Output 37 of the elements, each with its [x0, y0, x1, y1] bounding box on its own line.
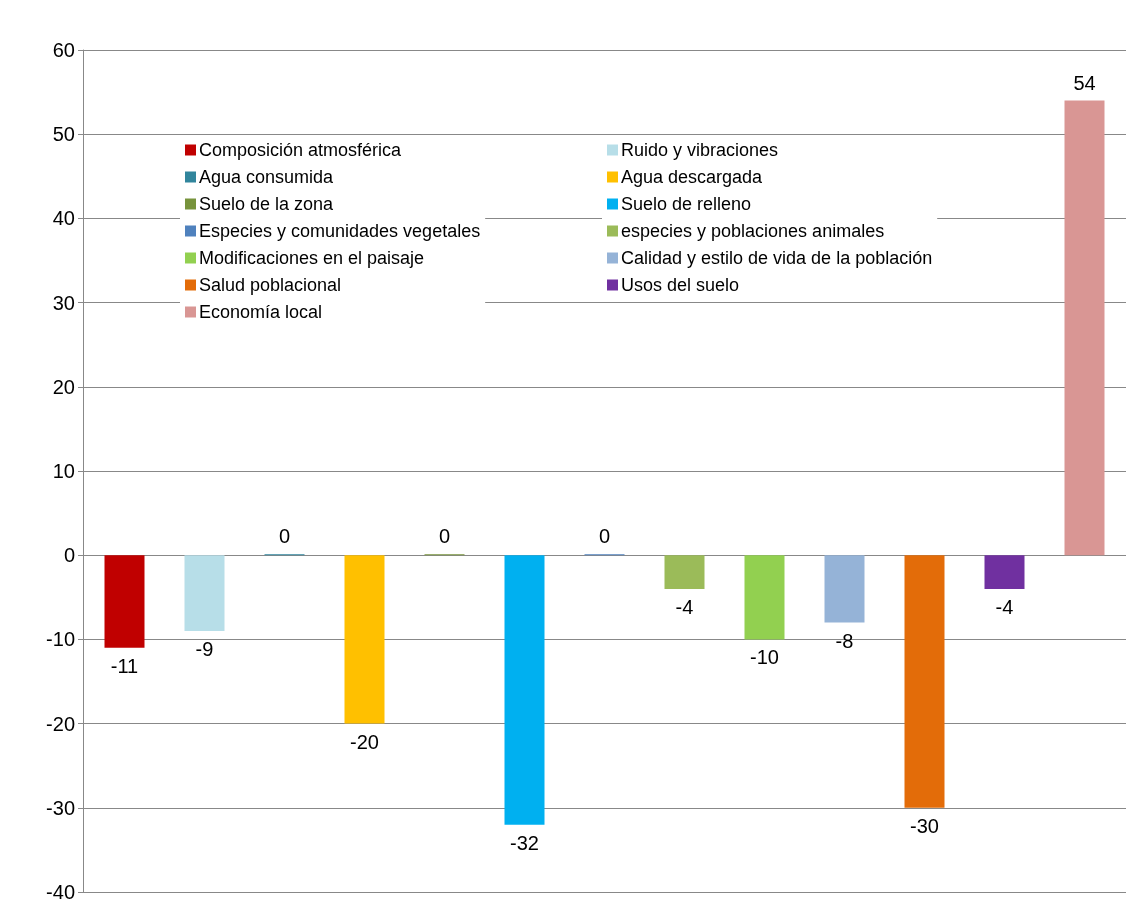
- legend-label: Modificaciones en el paisaje: [199, 248, 425, 268]
- legend-label: Usos del suelo: [621, 275, 740, 295]
- y-tick-label: -10: [46, 628, 75, 651]
- data-label: -30: [910, 814, 939, 837]
- data-label: 0: [278, 525, 291, 548]
- legend-label: Especies y comunidades vegetales: [199, 221, 481, 241]
- y-tick-label: 10: [52, 460, 75, 482]
- data-label: -9: [195, 637, 214, 660]
- y-tick-label: -30: [46, 796, 75, 819]
- legend-label: Ruido y vibraciones: [621, 140, 779, 160]
- y-tick-label: 60: [52, 39, 75, 61]
- legend-label: especies y poblaciones animales: [621, 221, 885, 241]
- data-label: -8: [835, 629, 854, 652]
- legend-label: Agua descargada: [621, 167, 764, 187]
- y-tick-label: -40: [46, 881, 75, 903]
- legend-label: Suelo de relleno: [621, 194, 752, 214]
- data-label: -10: [750, 646, 779, 669]
- data-label: 54: [1073, 71, 1096, 94]
- data-label: 0: [438, 525, 451, 548]
- data-label: -32: [510, 831, 539, 854]
- data-label: -11: [110, 654, 139, 677]
- data-label: -4: [995, 595, 1014, 618]
- legend-label: Suelo de la zona: [199, 194, 335, 214]
- data-label: -20: [350, 730, 379, 753]
- data-label: 0: [598, 525, 611, 548]
- legend-label: Composición atmosférica: [199, 140, 403, 160]
- y-tick-label: 30: [52, 291, 75, 314]
- legend-label: Calidad y estilo de vida de la población: [621, 248, 933, 268]
- y-tick-label: 40: [52, 207, 75, 230]
- data-label: -4: [675, 595, 694, 618]
- legend-label: Economía local: [199, 302, 323, 322]
- legend-label: Agua consumida: [199, 167, 335, 187]
- y-tick-label: -20: [46, 712, 75, 735]
- y-tick-label: 0: [63, 544, 75, 567]
- legend-label: Salud poblacional: [199, 275, 342, 295]
- y-tick-label: 20: [52, 375, 75, 398]
- y-tick-label: 50: [52, 123, 75, 146]
